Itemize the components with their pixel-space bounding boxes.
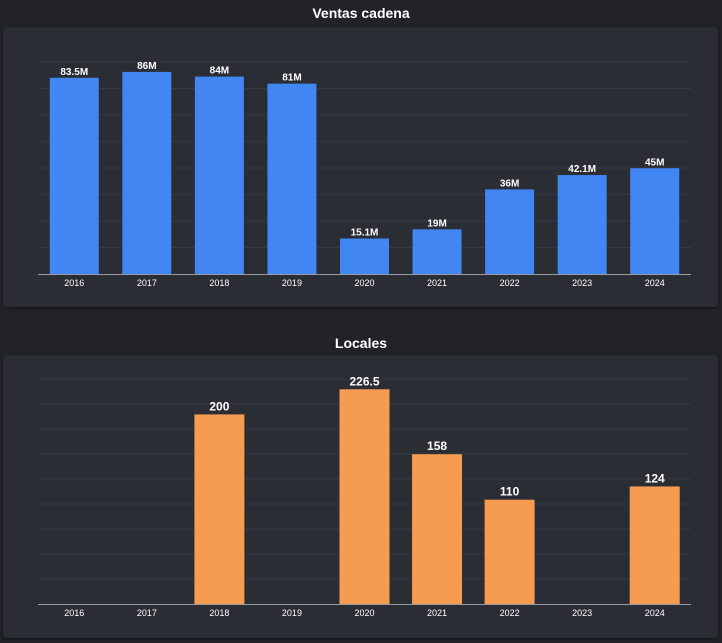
sales-x-tick-2023: 2023 <box>572 278 592 288</box>
sales-bar-2020 <box>340 238 389 274</box>
stores-x-tick-2018: 2018 <box>209 608 229 618</box>
sales-x-tick-2022: 2022 <box>500 278 520 288</box>
sales-bar-2017 <box>122 71 172 275</box>
stores-data-label-2020: 226.5 <box>349 374 379 388</box>
stores-x-tick-2024: 2024 <box>645 608 665 618</box>
sales-data-label-2021: 19M <box>427 218 446 229</box>
stores-x-tick-2016: 2016 <box>64 608 84 618</box>
stores-data-label-2022: 110 <box>500 485 520 499</box>
stores-data-label-2024: 124 <box>645 471 665 485</box>
sales-x-tick-2018: 2018 <box>209 278 229 288</box>
sales-bar-2024 <box>630 168 680 274</box>
stores-bar-chart: 2016 2017 200 2018 2019 226.5 2020 158 2021 110 20… <box>38 374 691 618</box>
sales-bar-2019 <box>267 83 317 275</box>
stores-bar-2021 <box>412 454 463 604</box>
sales-x-tick-2020: 2020 <box>354 278 374 288</box>
stores-bar-2018 <box>194 414 245 604</box>
stores-data-label-2021: 158 <box>427 439 447 453</box>
sales-data-label-2018: 84M <box>210 66 229 77</box>
sales-data-label-2019: 81M <box>282 73 301 84</box>
stores-bar-2024 <box>629 486 680 604</box>
stores-bar-2022 <box>484 499 535 604</box>
sales-data-label-2016: 83.5M <box>60 67 88 78</box>
stores-x-tick-2020: 2020 <box>354 608 374 618</box>
sales-bar-2016 <box>49 77 99 275</box>
sales-data-label-2024: 45M <box>645 157 664 168</box>
sales-x-tick-2024: 2024 <box>645 278 665 288</box>
stores-x-tick-2021: 2021 <box>427 608 447 618</box>
sales-x-tick-2019: 2019 <box>282 278 302 288</box>
stores-chart-panel: 2016 2017 200 2018 2019 226.5 2020 158 2021 110 20… <box>3 355 718 638</box>
stores-x-tick-2023: 2023 <box>572 608 592 618</box>
sales-x-tick-2016: 2016 <box>64 278 84 288</box>
stores-bar-2020 <box>339 389 390 604</box>
sales-chart-title: Ventas cadena <box>312 5 410 21</box>
sales-x-tick-2017: 2017 <box>137 278 157 288</box>
sales-data-label-2020: 15.1M <box>351 228 379 239</box>
stores-chart-title: Locales <box>334 335 388 351</box>
sales-bar-2023 <box>557 175 607 274</box>
stores-data-label-2018: 200 <box>209 399 229 413</box>
sales-bar-2021 <box>412 229 462 274</box>
sales-data-label-2017: 86M <box>137 61 156 72</box>
sales-bar-chart: 83.5M 2016 86M 2017 84M 2018 81M 2019 15.1M 2020 1… <box>38 61 691 288</box>
sales-bar-2022 <box>485 189 535 274</box>
stores-x-tick-2019: 2019 <box>282 608 302 618</box>
stores-x-tick-2022: 2022 <box>500 608 520 618</box>
sales-data-label-2022: 36M <box>500 178 519 189</box>
sales-chart-panel: 83.5M 2016 86M 2017 84M 2018 81M 2019 15.1M 2020 1… <box>3 27 718 307</box>
sales-bar-2018 <box>194 76 244 274</box>
sales-data-label-2023: 42.1M <box>568 164 596 175</box>
stores-x-tick-2017: 2017 <box>137 608 157 618</box>
sales-x-tick-2021: 2021 <box>427 278 447 288</box>
